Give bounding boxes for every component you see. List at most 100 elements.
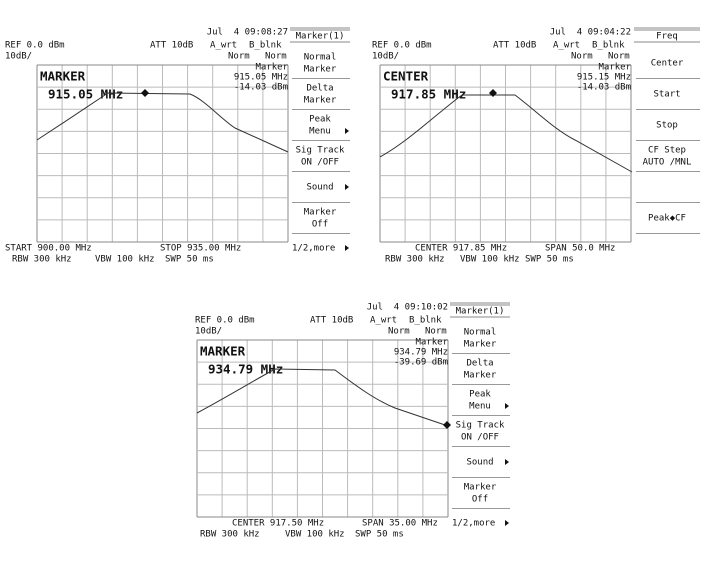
sweep-setting: VBW 100 kHz: [285, 530, 345, 540]
menu-item[interactable]: Sig Track: [296, 146, 345, 156]
timestamp: Jul 4 09:04:22: [550, 28, 631, 38]
sweep-setting: RBW 300 kHz: [12, 255, 72, 265]
marker-diamond: [141, 89, 149, 97]
menu-item[interactable]: Marker: [304, 65, 337, 75]
menu-item[interactable]: Delta: [466, 359, 493, 369]
menu-item[interactable]: CF Step: [648, 146, 686, 156]
menu-arrow: [345, 184, 349, 190]
active-value: 915.05 MHz: [48, 87, 123, 102]
marker-diamond: [443, 421, 451, 429]
marker-readout: 915.05 MHz: [234, 73, 288, 83]
menu-item[interactable]: Menu: [469, 402, 491, 412]
sweep-setting: RBW 300 kHz: [200, 530, 260, 540]
scale: 10dB/: [372, 52, 399, 62]
detector-b: Norm: [265, 52, 287, 62]
marker-readout: -14.03 dBm: [577, 83, 631, 93]
span-info: CENTER 917.50 MHz: [232, 519, 324, 529]
menu-item[interactable]: ON /OFF: [301, 158, 339, 168]
menu-item[interactable]: Normal: [464, 328, 497, 338]
menu-item[interactable]: Off: [312, 220, 328, 230]
menu-item[interactable]: AUTO /MNL: [643, 158, 692, 168]
active-label: MARKER: [40, 69, 86, 84]
span-info: SPAN 50.0 MHz: [545, 244, 615, 254]
detector-a: Norm: [388, 327, 410, 337]
menu-arrow: [505, 520, 509, 526]
sweep-setting: VBW 100 kHz: [95, 255, 155, 265]
timestamp: Jul 4 09:08:27: [207, 28, 288, 38]
scale: 10dB/: [5, 52, 32, 62]
menu-arrow: [345, 245, 349, 251]
trace-b-mode: B_blnk: [249, 41, 282, 51]
menu-item[interactable]: Sound: [306, 183, 333, 193]
menu-title: Freq: [656, 32, 678, 42]
menu-item[interactable]: Peak: [309, 115, 331, 125]
menu-title: Marker(1): [456, 307, 505, 317]
marker-readout: -39.69 dBm: [394, 358, 448, 368]
attenuation: ATT 10dB: [493, 41, 536, 51]
span-info: CENTER 917.85 MHz: [415, 244, 507, 254]
ref-level: REF 0.0 dBm: [5, 41, 65, 51]
attenuation: ATT 10dB: [310, 316, 353, 326]
timestamp: Jul 4 09:10:02: [367, 303, 448, 313]
trace-b-mode: B_blnk: [592, 41, 625, 51]
detector-b: Norm: [608, 52, 630, 62]
detector-a: Norm: [228, 52, 250, 62]
menu-item[interactable]: Marker: [464, 340, 497, 350]
detector-b: Norm: [425, 327, 447, 337]
marker-diamond: [489, 89, 497, 97]
active-label: MARKER: [200, 344, 246, 359]
marker-readout: 915.15 MHz: [577, 73, 631, 83]
menu-item[interactable]: Marker: [304, 96, 337, 106]
marker-readout: Marker: [415, 338, 448, 348]
sweep-setting: SWP 50 ms: [525, 255, 574, 265]
sweep-setting: VBW 100 kHz: [460, 255, 520, 265]
menu-more: 1/2,more: [452, 519, 495, 529]
trace: [379, 94, 633, 173]
marker-readout: Marker: [255, 63, 288, 73]
marker-readout: Marker: [598, 63, 631, 73]
ref-level: REF 0.0 dBm: [372, 41, 432, 51]
menu-item[interactable]: Marker: [464, 483, 497, 493]
menu-item[interactable]: Peak: [469, 390, 491, 400]
sweep-setting: RBW 300 kHz: [385, 255, 445, 265]
menu-item[interactable]: Peak◆CF: [648, 214, 686, 224]
trace: [196, 368, 449, 427]
marker-readout: -14.03 dBm: [234, 83, 288, 93]
active-value: 917.85 MHz: [391, 87, 466, 102]
trace: [36, 92, 289, 153]
menu-item[interactable]: Menu: [309, 127, 331, 137]
trace-a-mode: A_wrt: [553, 41, 580, 51]
menu-item[interactable]: Sig Track: [456, 421, 505, 431]
active-value: 934.79 MHz: [208, 362, 283, 377]
marker-readout: 934.79 MHz: [394, 348, 448, 358]
ref-level: REF 0.0 dBm: [195, 316, 255, 326]
scale: 10dB/: [195, 327, 222, 337]
menu-item[interactable]: Marker: [464, 371, 497, 381]
menu-item[interactable]: Normal: [304, 53, 337, 63]
active-label: CENTER: [383, 69, 429, 84]
span-info: STOP 935.00 MHz: [160, 244, 241, 254]
span-info: START 900.00 MHz: [5, 244, 92, 254]
menu-arrow: [505, 403, 509, 409]
attenuation: ATT 10dB: [150, 41, 193, 51]
screens: Jul 4 09:08:27 REF 0.0 dBm ATT 10dB A_wrt B_…: [5, 27, 700, 540]
trace-b-mode: B_blnk: [409, 316, 442, 326]
span-info: SPAN 35.00 MHz: [362, 519, 438, 529]
menu-arrow: [345, 128, 349, 134]
menu-item[interactable]: Off: [472, 495, 488, 505]
sweep-setting: SWP 50 ms: [355, 530, 404, 540]
menu-item[interactable]: Marker: [304, 208, 337, 218]
menu-item[interactable]: ON /OFF: [461, 433, 499, 443]
trace-a-mode: A_wrt: [370, 316, 397, 326]
menu-more: 1/2,more: [292, 244, 335, 254]
detector-a: Norm: [571, 52, 593, 62]
menu-arrow: [505, 459, 509, 465]
menu-title: Marker(1): [296, 32, 345, 42]
menu-item[interactable]: Center: [651, 59, 684, 69]
menu-item[interactable]: Stop: [656, 121, 678, 131]
menu-item[interactable]: Delta: [306, 84, 333, 94]
sweep-setting: SWP 50 ms: [165, 255, 214, 265]
menu-item[interactable]: Start: [653, 90, 680, 100]
menu-item[interactable]: Sound: [466, 458, 493, 468]
